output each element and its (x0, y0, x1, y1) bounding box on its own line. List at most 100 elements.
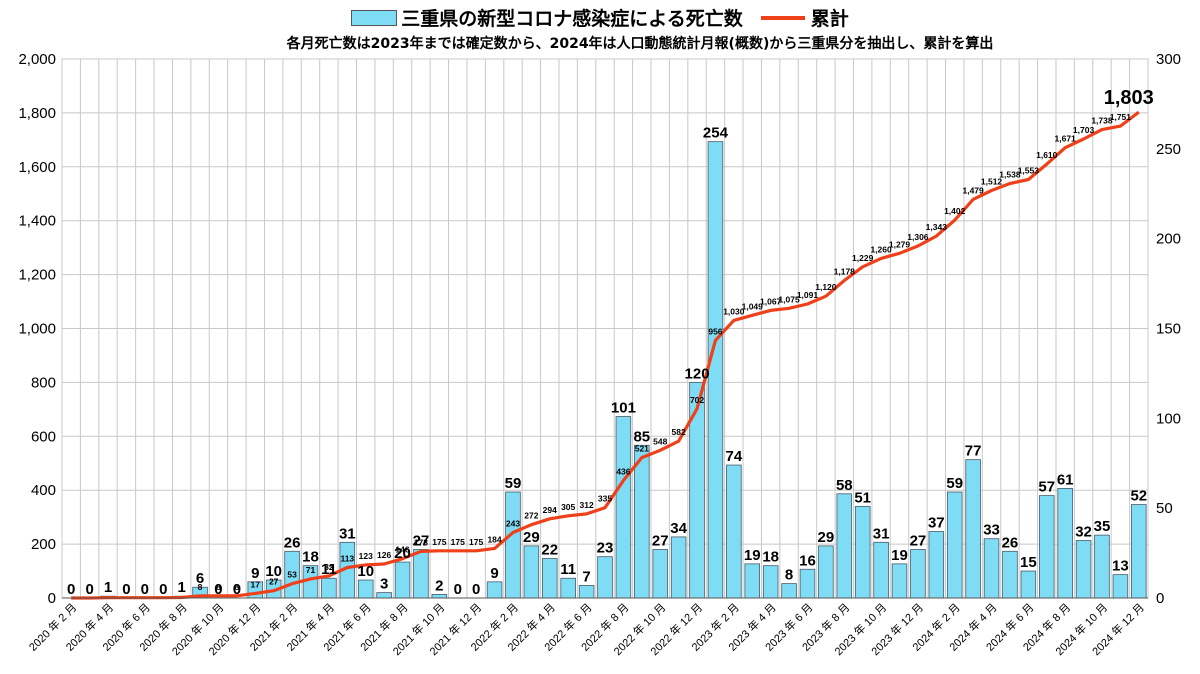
bar-value-label: 31 (873, 525, 890, 542)
left-axis-tick-label: 600 (31, 428, 56, 445)
bar (910, 549, 926, 599)
bar-value-label: 33 (983, 522, 1000, 539)
bar-value-label: 0 (472, 581, 480, 598)
bar (928, 531, 945, 599)
cumulative-value-label: 1,030 (723, 306, 745, 316)
cumulative-value-label: 436 (616, 466, 630, 476)
left-axis-tick-label: 1,000 (18, 321, 56, 338)
bar-value-label: 19 (744, 547, 761, 564)
bar (726, 464, 742, 599)
cumulative-value-label: 175 (451, 537, 465, 547)
cumulative-value-label: 8 (216, 582, 221, 592)
cumulative-value-label: 956 (708, 326, 722, 336)
bar-value-label: 85 (633, 428, 650, 445)
cumulative-value-label: 8 (198, 582, 203, 592)
bar (670, 536, 687, 599)
bar (781, 583, 797, 599)
bar (1112, 574, 1129, 599)
cumulative-value-label: 175 (432, 537, 446, 547)
bar-value-label: 35 (1094, 518, 1111, 535)
bar-value-label: 26 (284, 534, 301, 551)
cumulative-value-label: 1,703 (1073, 125, 1095, 135)
bar (505, 491, 521, 599)
bar (560, 577, 576, 599)
bar (854, 505, 871, 599)
bar (394, 561, 411, 599)
legend-bar-swatch (351, 10, 398, 26)
bar-value-label: 9 (490, 565, 498, 582)
bar-value-label: 22 (541, 541, 558, 558)
bar (1057, 488, 1073, 599)
bar (818, 545, 834, 599)
cumulative-value-label: 1,402 (944, 206, 966, 216)
bar-value-label: 19 (891, 547, 908, 564)
bar-value-label: 37 (928, 515, 945, 532)
bar (634, 444, 650, 599)
bar-value-label: 254 (703, 125, 729, 142)
cumulative-value-label: 1,343 (926, 222, 948, 232)
bar-value-label: 27 (413, 532, 430, 549)
bar-value-label: 11 (321, 561, 337, 578)
bar (983, 538, 1000, 599)
bar (542, 558, 558, 599)
cumulative-value-label: 1,279 (889, 239, 911, 249)
bar-value-label: 13 (1112, 558, 1129, 575)
bar (1020, 570, 1037, 599)
final-total-label: 1,803 (1104, 87, 1154, 109)
bar (1039, 495, 1055, 599)
bar-value-label: 18 (762, 549, 779, 566)
cumulative-value-label: 1,120 (815, 282, 837, 292)
cumulative-value-label: 1,229 (852, 253, 874, 263)
bar (891, 563, 908, 599)
bar-value-label: 9 (251, 565, 259, 582)
bar-value-label: 52 (1130, 488, 1147, 505)
bar (597, 556, 613, 599)
bar-value-label: 0 (233, 581, 241, 598)
legend: 三重県の新型コロナ感染症による死亡数 累計 (0, 4, 1200, 31)
cumulative-value-label: 1,538 (999, 170, 1021, 180)
bar-value-label: 0 (141, 581, 149, 598)
cumulative-value-label: 53 (287, 570, 297, 580)
legend-line-swatch (760, 16, 805, 20)
bar-value-label: 2 (435, 577, 443, 594)
bar-value-label: 26 (1002, 534, 1019, 551)
bar-value-label: 1 (177, 579, 185, 596)
cumulative-value-label: 17 (251, 579, 261, 589)
bar-value-label: 61 (1057, 471, 1074, 488)
cumulative-value-label: 123 (359, 551, 373, 561)
cumulative-value-label: 294 (543, 505, 557, 515)
cumulative-value-label: 305 (561, 502, 575, 512)
cumulative-value-label: 8 (234, 582, 239, 592)
cumulative-value-label: 1,260 (870, 244, 892, 254)
cumulative-value-label: 1,067 (760, 296, 782, 306)
bar-value-label: 20 (394, 545, 411, 562)
cumulative-value-label: 146 (395, 545, 409, 555)
bar-value-label: 7 (582, 568, 590, 585)
left-axis-tick-label: 2,000 (18, 51, 56, 68)
bar-value-label: 31 (339, 525, 356, 542)
bar (873, 541, 889, 599)
cumulative-value-label: 521 (635, 444, 649, 454)
left-axis-tick-label: 1,600 (18, 159, 56, 176)
right-axis-tick-label: 100 (1156, 410, 1181, 427)
cumulative-value-label: 1,751 (1110, 112, 1132, 122)
bar-value-label: 29 (523, 529, 540, 546)
cumulative-value-label: 1,512 (981, 177, 1003, 187)
bar-value-label: 29 (818, 529, 835, 546)
cumulative-value-label: 1,479 (962, 185, 984, 195)
bar (1131, 504, 1147, 599)
bar-value-label: 11 (560, 561, 576, 578)
bar-value-label: 0 (67, 581, 75, 598)
right-axis-tick-label: 250 (1156, 141, 1181, 158)
bar-value-label: 0 (214, 581, 222, 598)
bar (965, 459, 981, 599)
bar-value-label: 8 (785, 567, 793, 584)
bar (523, 545, 540, 599)
cumulative-value-label: 335 (598, 494, 612, 504)
left-axis-tick-label: 200 (31, 536, 56, 553)
cumulative-value-label: 173 (414, 537, 428, 547)
cumulative-value-label: 184 (487, 534, 501, 544)
bar (744, 563, 761, 599)
bar-value-label: 3 (380, 576, 388, 593)
